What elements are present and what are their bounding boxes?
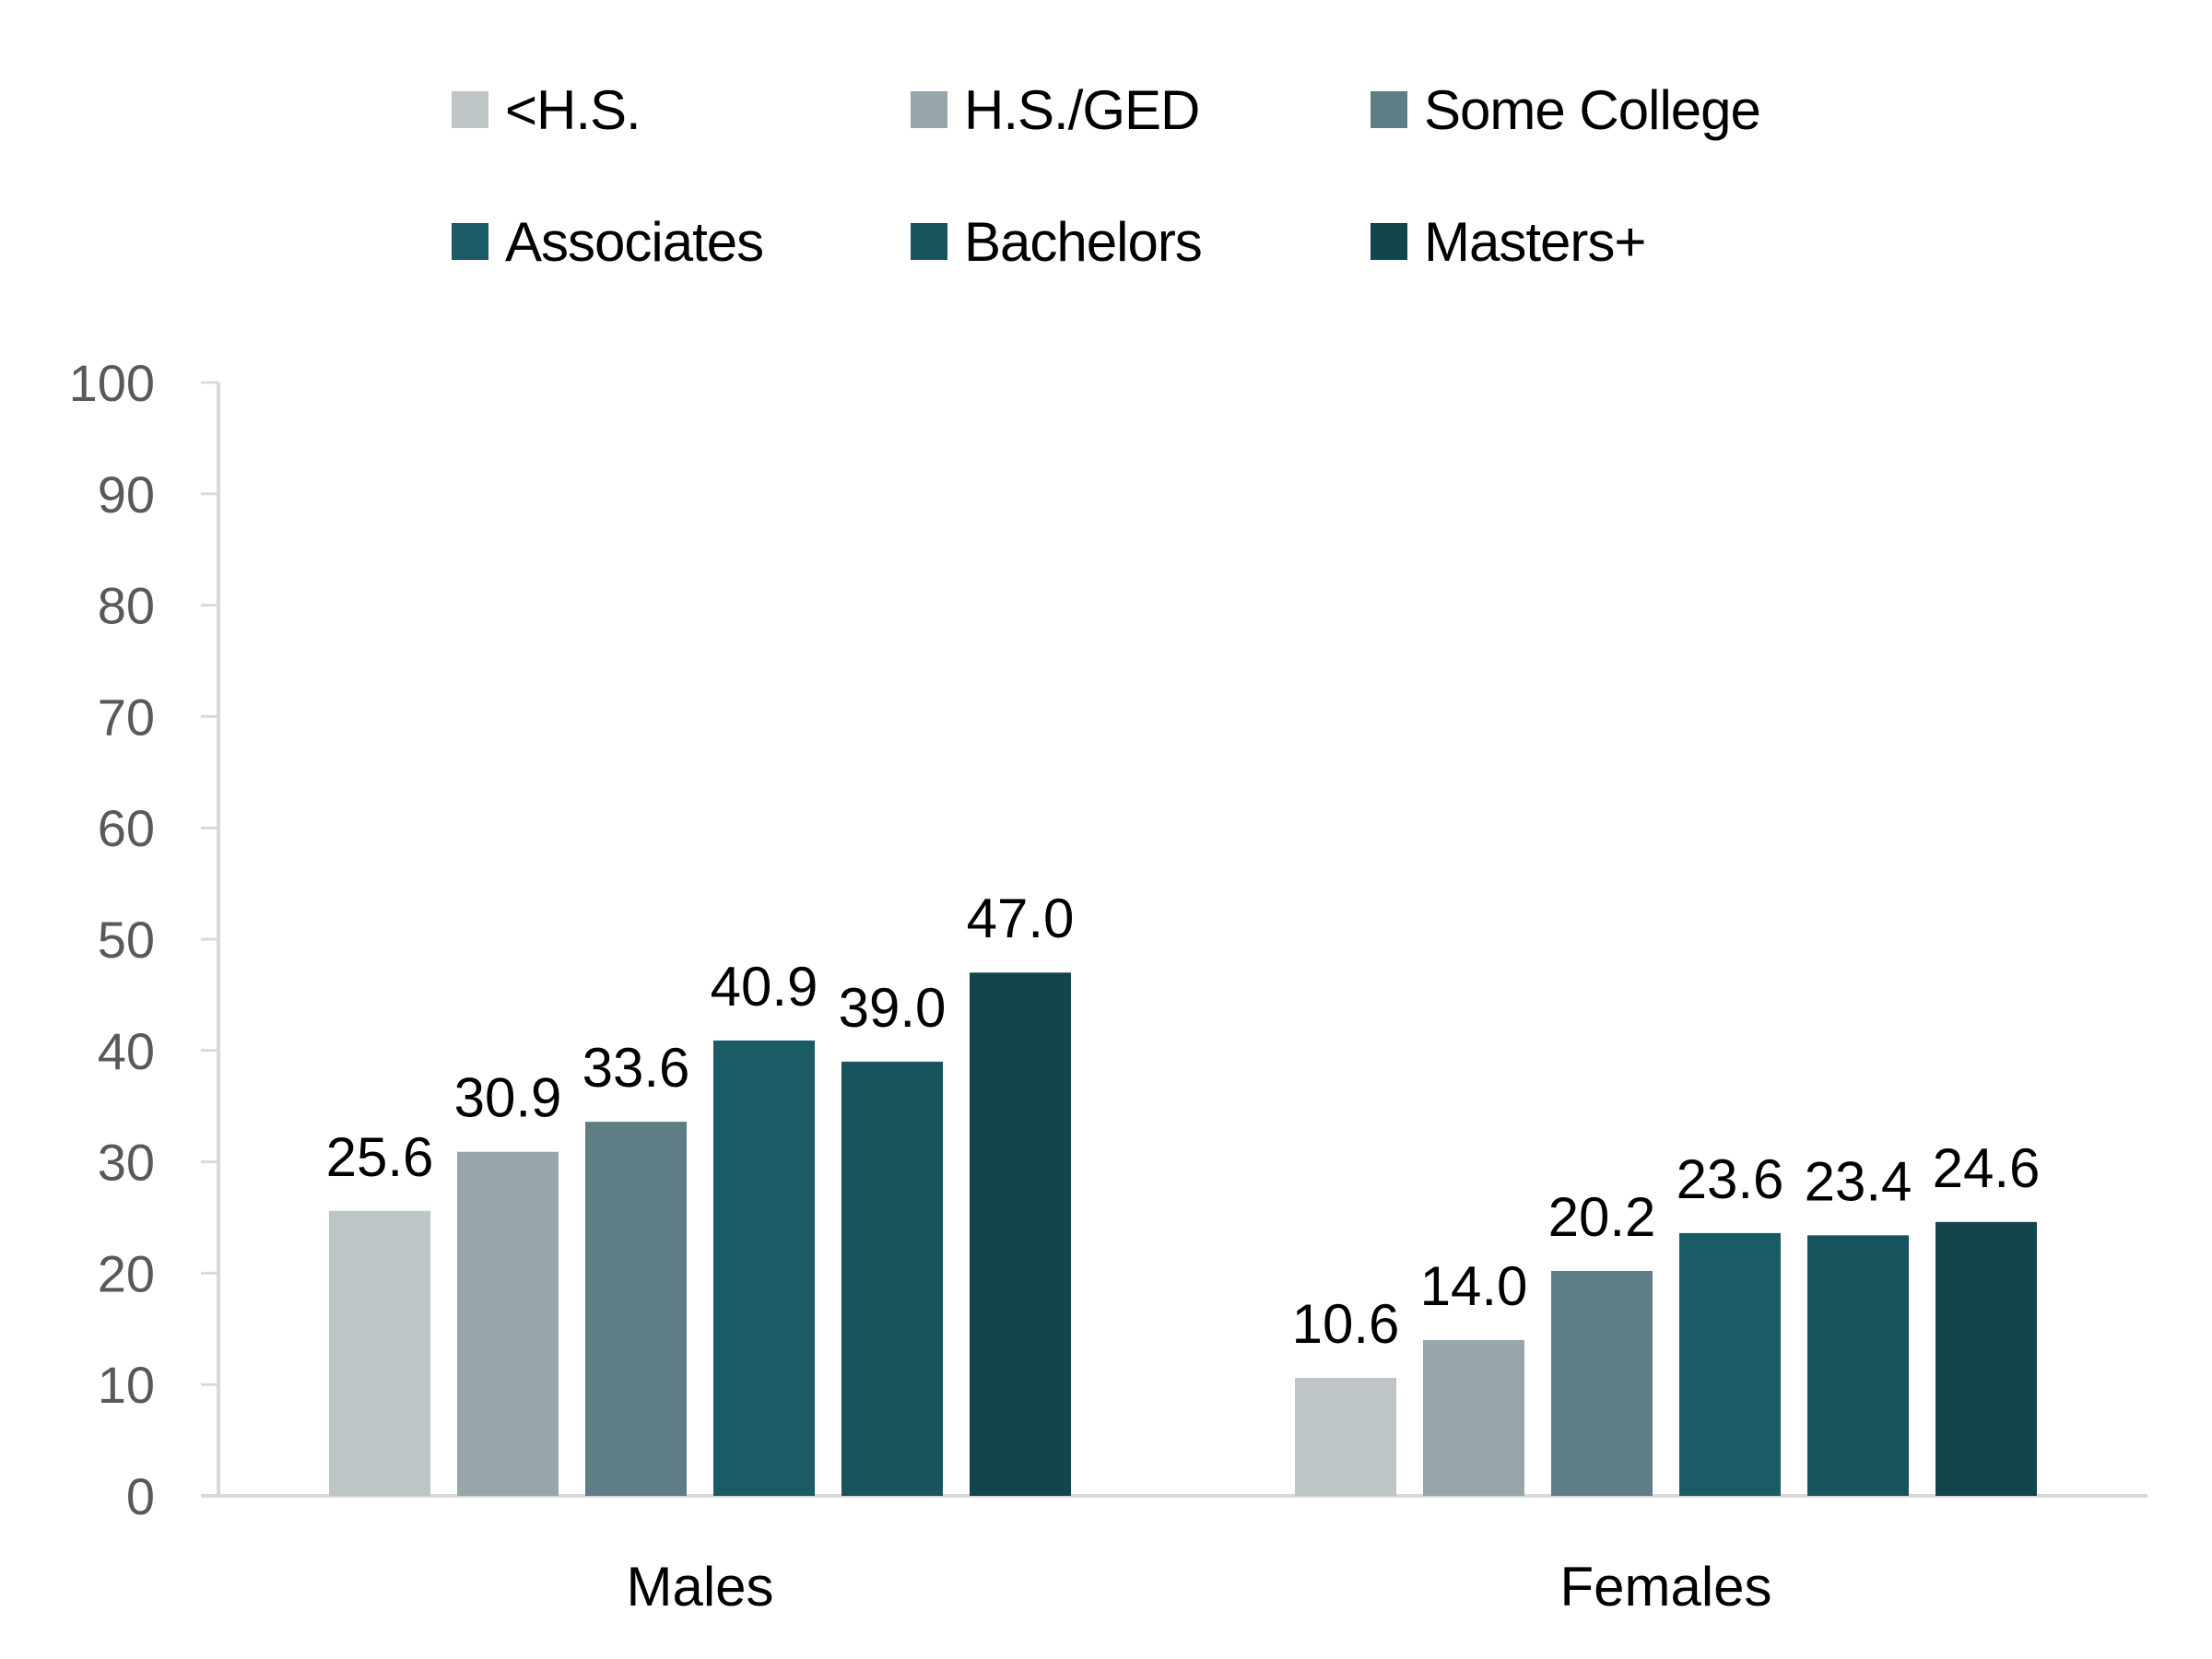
data-label: 25.6 [326, 1126, 434, 1188]
y-tick-label: 100 [69, 354, 155, 412]
bar [329, 1210, 430, 1496]
bar [457, 1151, 559, 1496]
legend-item: Bachelors [911, 209, 1203, 274]
legend-item: Associates [452, 209, 764, 274]
bar [970, 972, 1071, 1496]
bar [1807, 1235, 1909, 1496]
category-label: Females [1559, 1556, 1771, 1618]
y-tick-label: 0 [126, 1467, 155, 1525]
legend-swatch [911, 91, 947, 128]
data-label: 33.6 [582, 1037, 690, 1099]
y-tick-label: 80 [98, 577, 155, 635]
data-label: 20.2 [1548, 1186, 1656, 1248]
legend-item: Some College [1371, 77, 1761, 142]
y-tick-label: 10 [98, 1356, 155, 1414]
y-tick-label: 20 [98, 1244, 155, 1302]
bar [1423, 1339, 1524, 1496]
data-label: 39.0 [839, 977, 947, 1039]
bar [1551, 1270, 1653, 1496]
legend-swatch [911, 223, 947, 260]
legend-label: Associates [505, 210, 764, 273]
bar [585, 1122, 687, 1496]
legend-item: <H.S. [452, 77, 641, 142]
y-tick-label: 40 [98, 1022, 155, 1080]
bar [841, 1061, 943, 1496]
legend-swatch [452, 91, 488, 128]
legend-swatch [1371, 223, 1407, 260]
legend-label: Bachelors [964, 210, 1203, 273]
data-label: 23.4 [1805, 1150, 1912, 1212]
bar [1936, 1221, 2037, 1496]
legend-label: Some College [1424, 78, 1761, 141]
bar [713, 1040, 815, 1496]
y-tick-label: 60 [98, 799, 155, 857]
legend-item: Masters+ [1371, 209, 1646, 274]
data-label: 30.9 [454, 1067, 562, 1129]
data-label: 47.0 [967, 888, 1075, 949]
bar [1679, 1232, 1781, 1496]
legend-item: H.S./GED [911, 77, 1200, 142]
data-label: 10.6 [1292, 1293, 1400, 1355]
y-tick-label: 30 [98, 1134, 155, 1192]
legend: <H.S. H.S./GED Some College Associates Bache… [0, 0, 2212, 295]
bar [1295, 1377, 1396, 1496]
data-label: 23.6 [1677, 1148, 1784, 1210]
legend-label: H.S./GED [964, 78, 1200, 141]
legend-label: Masters+ [1424, 210, 1646, 273]
legend-label: <H.S. [505, 78, 641, 141]
y-tick-label: 90 [98, 465, 155, 524]
y-tick-label: 50 [98, 911, 155, 969]
data-label: 40.9 [711, 956, 818, 1018]
legend-swatch [1371, 91, 1407, 128]
legend-swatch [452, 223, 488, 260]
y-tick-label: 70 [98, 688, 155, 746]
data-label: 24.6 [1933, 1137, 2041, 1199]
data-label: 14.0 [1420, 1255, 1528, 1317]
category-label: Males [626, 1556, 773, 1618]
